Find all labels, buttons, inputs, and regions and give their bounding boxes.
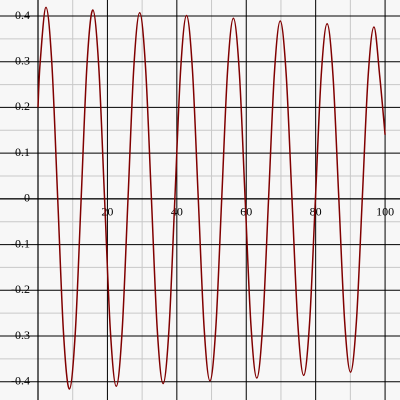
x-tick-label: 20: [101, 205, 113, 219]
x-tick-label: 40: [171, 205, 183, 219]
y-tick-label: 0.3: [15, 53, 30, 67]
y-tick-label: 0: [24, 191, 30, 205]
y-tick-label: 0.4: [15, 8, 30, 22]
x-tick-label: 100: [376, 205, 394, 219]
y-tick-label: 0.2: [15, 99, 30, 113]
y-tick-label: 0.1: [15, 145, 30, 159]
y-tick-label: -0.1: [11, 236, 30, 250]
x-tick-label: 80: [310, 205, 322, 219]
y-tick-label: -0.4: [11, 373, 30, 387]
y-tick-label: -0.2: [11, 282, 30, 296]
line: [37, 6, 386, 390]
y-tick-label: -0.3: [11, 328, 30, 342]
